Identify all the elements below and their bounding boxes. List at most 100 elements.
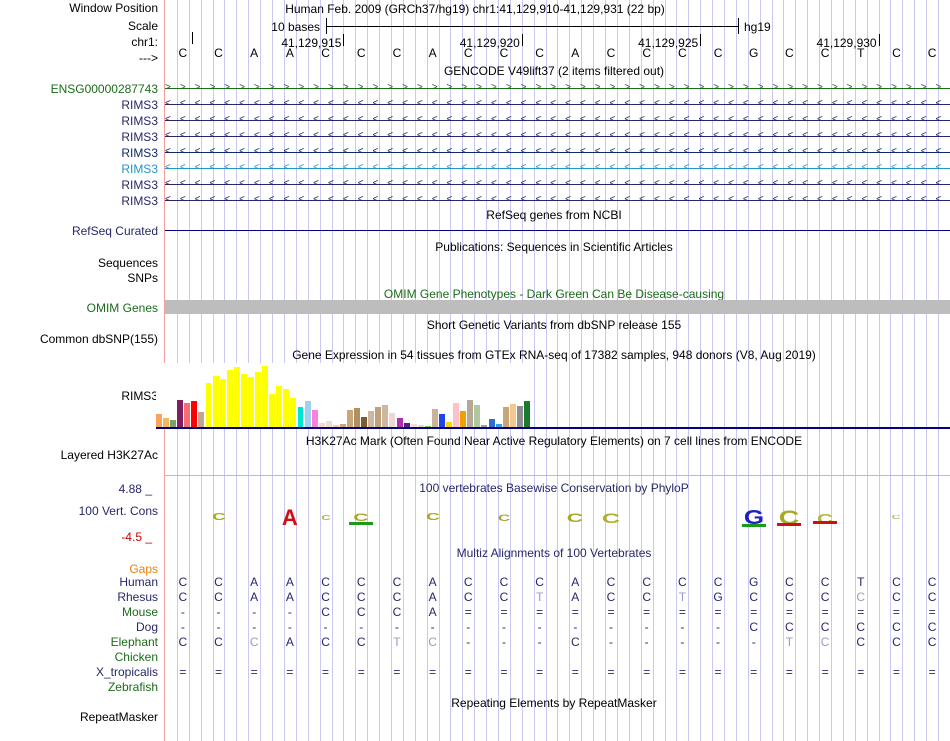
species-alignment-cell: C bbox=[892, 575, 901, 589]
gtex-tissue-bar[interactable] bbox=[233, 366, 240, 427]
gtex-tissue-bar[interactable] bbox=[283, 388, 290, 427]
gtex-tissue-bar[interactable] bbox=[262, 365, 269, 427]
species-label-human[interactable]: Human bbox=[119, 575, 158, 589]
gtex-tissue-bar[interactable] bbox=[170, 419, 177, 427]
species-alignment-cell: = bbox=[892, 665, 900, 679]
gtex-tissue-bar[interactable] bbox=[382, 405, 389, 427]
gtex-tissue-bar[interactable] bbox=[156, 414, 162, 427]
ruler-gridline bbox=[843, 0, 844, 741]
species-label-elephant[interactable]: Elephant bbox=[110, 635, 158, 649]
gtex-tissue-bar[interactable] bbox=[453, 403, 460, 427]
gtex-tissue-bar[interactable] bbox=[446, 421, 453, 427]
gtex-tissue-bar[interactable] bbox=[368, 410, 375, 427]
species-alignment-cell: C bbox=[642, 575, 651, 589]
species-alignment-cell: A bbox=[285, 590, 294, 604]
species-alignment-cell: C bbox=[927, 575, 937, 589]
gencode-transcript-label[interactable]: RIMS3 bbox=[121, 146, 158, 160]
sequence-base: A bbox=[250, 46, 259, 60]
sequence-base: C bbox=[463, 46, 473, 60]
species-label-x-tropicalis[interactable]: X_tropicalis bbox=[95, 665, 158, 679]
species-alignment-cell: C bbox=[927, 635, 937, 649]
gtex-tissue-bar[interactable] bbox=[163, 417, 170, 427]
gencode-intron-line bbox=[165, 184, 950, 185]
gtex-tissue-bar[interactable] bbox=[431, 408, 438, 427]
species-alignment-cell: C bbox=[428, 635, 437, 649]
gtex-tissue-bar[interactable] bbox=[502, 406, 509, 427]
gtex-tissue-bar[interactable] bbox=[212, 375, 219, 427]
gtex-tissue-bar[interactable] bbox=[269, 394, 276, 427]
gtex-tissue-bar[interactable] bbox=[325, 420, 332, 427]
species-label-chicken[interactable]: Chicken bbox=[114, 650, 158, 664]
gtex-tissue-bar[interactable] bbox=[354, 407, 361, 427]
gtex-tissue-bar[interactable] bbox=[460, 411, 467, 427]
species-alignment-cell: C bbox=[820, 590, 830, 604]
phylop-base-logo: C bbox=[211, 512, 226, 523]
gtex-tissue-bar[interactable] bbox=[439, 414, 445, 427]
species-alignment-cell: C bbox=[749, 620, 759, 634]
gtex-tissue-bar[interactable] bbox=[424, 426, 431, 427]
gtex-tissue-bar[interactable] bbox=[403, 423, 410, 427]
gtex-tissue-bar[interactable] bbox=[255, 372, 262, 427]
refseq-curated-label: RefSeq Curated bbox=[71, 224, 158, 238]
species-alignment-cell: C bbox=[856, 620, 866, 634]
gtex-tissue-bar[interactable] bbox=[318, 423, 325, 427]
gtex-expression-barchart bbox=[156, 363, 531, 427]
h3k27ac-baseline bbox=[165, 475, 950, 476]
species-alignment-cell: C bbox=[214, 575, 223, 589]
gtex-tissue-bar[interactable] bbox=[339, 424, 346, 427]
gtex-tissue-bar[interactable] bbox=[276, 385, 283, 427]
gtex-tissue-bar[interactable] bbox=[247, 376, 254, 427]
gtex-tissue-bar[interactable] bbox=[347, 409, 353, 427]
gtex-tissue-bar[interactable] bbox=[177, 399, 184, 427]
phylop-base-logo: C bbox=[353, 511, 369, 524]
gtex-tissue-bar[interactable] bbox=[523, 401, 530, 427]
gtex-tissue-bar[interactable] bbox=[184, 403, 191, 427]
gtex-tissue-bar[interactable] bbox=[375, 406, 382, 427]
gtex-track-title: Gene Expression in 54 tissues from GTEx … bbox=[292, 348, 816, 362]
gencode-transcript-label[interactable]: RIMS3 bbox=[121, 98, 158, 112]
gtex-tissue-bar[interactable] bbox=[226, 370, 233, 427]
gtex-tissue-bar[interactable] bbox=[488, 418, 495, 427]
gtex-tissue-bar[interactable] bbox=[516, 405, 523, 427]
gencode-intron-line bbox=[165, 200, 950, 201]
gtex-tissue-bar[interactable] bbox=[311, 409, 318, 427]
gtex-tissue-bar[interactable] bbox=[198, 412, 205, 427]
species-label-mouse[interactable]: Mouse bbox=[121, 605, 158, 619]
gtex-tissue-bar[interactable] bbox=[332, 425, 339, 427]
species-alignment-cell: A bbox=[428, 590, 437, 604]
gtex-tissue-bar[interactable] bbox=[297, 406, 304, 427]
gtex-tissue-bar[interactable] bbox=[396, 417, 403, 427]
gtex-tissue-bar[interactable] bbox=[361, 416, 368, 427]
gtex-tissue-bar[interactable] bbox=[304, 401, 311, 427]
gencode-transcript-label[interactable]: ENSG00000287743 bbox=[50, 82, 158, 96]
gencode-transcript-label[interactable]: RIMS3 bbox=[121, 194, 158, 208]
gencode-transcript-label[interactable]: RIMS3 bbox=[121, 114, 158, 128]
species-alignment-cell: = bbox=[500, 665, 508, 679]
gtex-tissue-bar[interactable] bbox=[219, 378, 226, 427]
gtex-tissue-bar[interactable] bbox=[290, 397, 297, 427]
gtex-tissue-bar[interactable] bbox=[205, 383, 212, 427]
gtex-tissue-bar[interactable] bbox=[474, 405, 481, 427]
gtex-tissue-bar[interactable] bbox=[191, 400, 198, 427]
species-label-zebrafish[interactable]: Zebrafish bbox=[107, 680, 158, 694]
gtex-tissue-bar[interactable] bbox=[389, 413, 396, 427]
gtex-tissue-bar[interactable] bbox=[481, 425, 488, 427]
gencode-transcript-label[interactable]: RIMS3 bbox=[121, 178, 158, 192]
gtex-tissue-bar[interactable] bbox=[495, 424, 502, 427]
species-label-rhesus[interactable]: Rhesus bbox=[117, 590, 158, 604]
sequence-base: C bbox=[642, 46, 651, 60]
species-alignment-cell: C bbox=[392, 575, 402, 589]
coordinate-tick-mark bbox=[343, 34, 345, 46]
gtex-tissue-bar[interactable] bbox=[467, 399, 474, 427]
gtex-tissue-bar[interactable] bbox=[509, 404, 516, 427]
gtex-tissue-bar[interactable] bbox=[417, 425, 424, 427]
sequence-base: C bbox=[892, 46, 901, 60]
gtex-tissue-bar[interactable] bbox=[410, 424, 417, 427]
gencode-transcript-label[interactable]: RIMS3 bbox=[121, 130, 158, 144]
phylop-minor-base-mark bbox=[777, 523, 802, 526]
species-alignment-cell: C bbox=[606, 590, 616, 604]
species-label-dog[interactable]: Dog bbox=[135, 620, 158, 634]
gencode-transcript-label[interactable]: RIMS3 bbox=[121, 162, 158, 176]
gtex-tissue-bar[interactable] bbox=[240, 373, 247, 427]
sequence-base: A bbox=[428, 46, 437, 60]
